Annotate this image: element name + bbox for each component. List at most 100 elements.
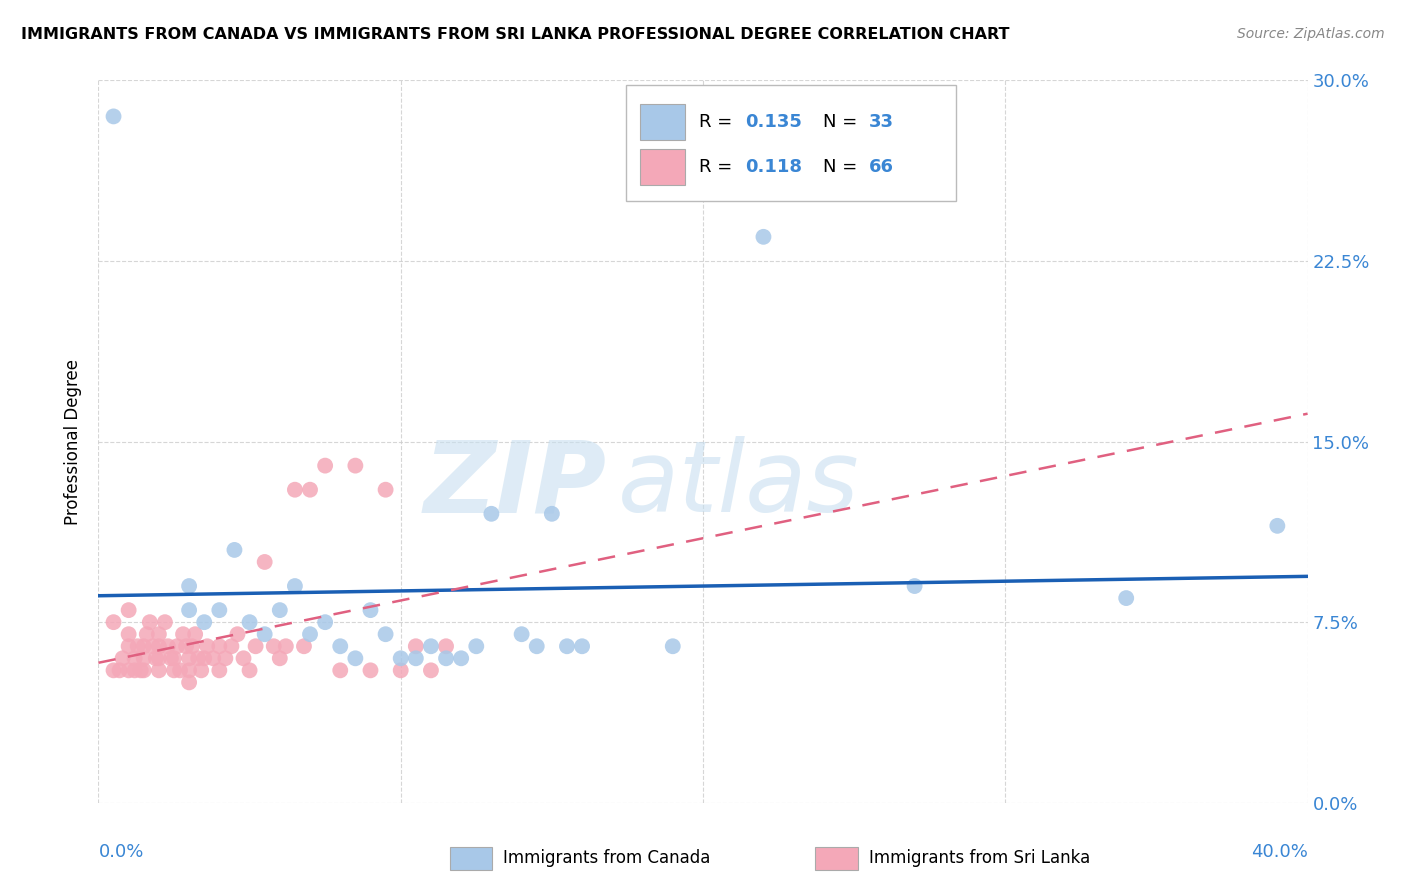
Text: 0.135: 0.135 [745,113,801,131]
Text: Immigrants from Canada: Immigrants from Canada [503,849,710,867]
Text: 0.0%: 0.0% [98,843,143,861]
Point [103,615,125,630]
Point [132,664,155,678]
Point [299,483,322,497]
Point [571,639,593,653]
Point [118,664,141,678]
Point [284,483,307,497]
Point [239,664,262,678]
Point [374,627,396,641]
Point [274,639,297,653]
Point [181,639,204,653]
Point [360,603,382,617]
Point [208,603,231,617]
Point [118,603,141,617]
Point [163,664,186,678]
Point [184,627,207,641]
Point [166,639,188,653]
Point [208,639,231,653]
Text: Source: ZipAtlas.com: Source: ZipAtlas.com [1237,27,1385,41]
Point [156,639,179,653]
Point [239,615,262,630]
Point [389,664,412,678]
Point [224,542,246,557]
Point [360,664,382,678]
Point [221,639,243,653]
Point [314,615,336,630]
Text: R =: R = [699,113,738,131]
Point [163,651,186,665]
Text: N =: N = [823,113,862,131]
Point [344,458,367,473]
Point [450,651,472,665]
Point [132,651,155,665]
Text: 66: 66 [869,158,894,176]
Point [148,627,170,641]
Point [214,651,236,665]
Point [193,651,215,665]
Point [135,627,157,641]
Point [193,615,215,630]
Point [148,639,170,653]
Point [481,507,503,521]
Point [434,639,457,653]
Point [245,639,267,653]
Point [118,639,141,653]
Point [284,579,307,593]
Point [269,651,291,665]
Point [174,639,197,653]
Point [179,603,201,617]
Point [142,639,165,653]
Point [526,639,548,653]
Y-axis label: Professional Degree: Professional Degree [65,359,83,524]
Point [187,651,209,665]
Point [420,639,443,653]
Point [172,627,194,641]
Point [145,651,167,665]
Point [108,664,131,678]
Point [405,651,427,665]
Point [540,507,562,521]
Point [169,664,191,678]
Point [195,639,218,653]
Point [118,627,141,641]
Point [179,579,201,593]
Point [465,639,488,653]
Point [139,615,162,630]
Point [420,664,443,678]
Point [329,639,352,653]
Point [179,664,201,678]
Point [202,651,225,665]
Point [344,651,367,665]
Point [129,664,152,678]
Point [299,627,322,641]
Point [510,627,533,641]
Point [124,651,146,665]
Point [329,664,352,678]
Point [111,651,134,665]
Point [314,458,336,473]
Text: N =: N = [823,158,862,176]
Point [148,651,170,665]
Point [405,639,427,653]
Text: R =: R = [699,158,738,176]
Text: ZIP: ZIP [423,436,606,533]
Point [263,639,285,653]
Point [661,639,683,653]
Point [434,651,457,665]
Point [555,639,578,653]
Text: 33: 33 [869,113,894,131]
Point [253,555,276,569]
Point [269,603,291,617]
Text: Immigrants from Sri Lanka: Immigrants from Sri Lanka [869,849,1090,867]
Point [179,675,201,690]
Point [148,664,170,678]
Point [253,627,276,641]
Point [374,483,396,497]
Point [232,651,254,665]
Point [389,651,412,665]
Point [190,664,212,678]
Point [179,651,201,665]
Point [752,230,775,244]
Text: atlas: atlas [619,436,860,533]
